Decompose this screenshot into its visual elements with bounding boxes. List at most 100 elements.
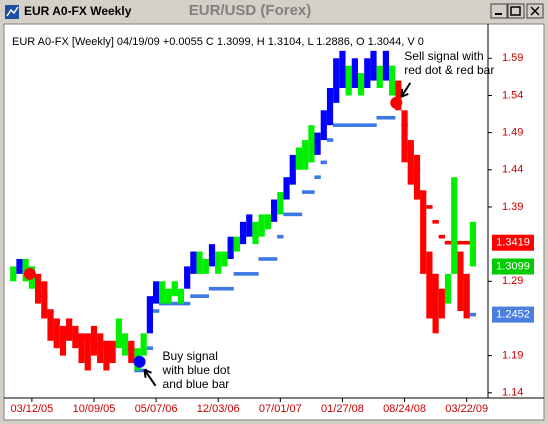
price-bar bbox=[233, 236, 240, 252]
price-bar bbox=[59, 325, 67, 356]
stop-dot bbox=[215, 286, 222, 291]
y-tick-label: 1.39 bbox=[502, 201, 523, 213]
price-bar bbox=[47, 311, 54, 341]
stop-dot bbox=[289, 212, 296, 217]
annotation-text: with blue dot bbox=[162, 363, 231, 377]
stop-dot bbox=[426, 205, 433, 209]
annotation-text: Buy signal bbox=[163, 349, 218, 363]
price-bar bbox=[395, 80, 402, 111]
stop-dot bbox=[183, 301, 191, 306]
price-bar bbox=[420, 192, 427, 274]
price-bar bbox=[438, 288, 445, 319]
stop-dot bbox=[196, 294, 203, 298]
x-tick-label: 10/09/05 bbox=[73, 403, 116, 415]
stop-dot bbox=[264, 257, 272, 261]
last-value-label: 1.3099 bbox=[496, 260, 530, 272]
signal-dot bbox=[390, 96, 403, 109]
price-bar bbox=[171, 281, 178, 297]
stop-dot bbox=[190, 294, 197, 298]
price-bar bbox=[457, 251, 464, 312]
stop-dot bbox=[270, 257, 278, 261]
price-bar bbox=[184, 266, 191, 289]
last-value-label: 1.2452 bbox=[496, 308, 530, 320]
x-tick-label: 01/27/08 bbox=[321, 403, 364, 415]
price-bar bbox=[177, 288, 185, 304]
x-tick-label: 03/12/05 bbox=[10, 403, 53, 415]
price-bar bbox=[401, 110, 408, 163]
stop-dot bbox=[258, 257, 265, 261]
x-tick-label: 08/24/08 bbox=[383, 403, 426, 415]
last-value-box bbox=[492, 258, 534, 275]
price-bar bbox=[413, 154, 421, 200]
stop-dot bbox=[444, 240, 452, 245]
title-bar bbox=[2, 2, 546, 22]
price-bar bbox=[364, 58, 371, 89]
price-bar bbox=[190, 251, 197, 274]
price-bar bbox=[103, 340, 110, 371]
app-icon-glyph bbox=[6, 6, 19, 17]
stop-dot bbox=[314, 175, 321, 180]
stop-dot bbox=[463, 240, 470, 245]
price-bar bbox=[277, 192, 284, 215]
x-tick-label: 05/07/06 bbox=[135, 403, 178, 415]
stop-dot bbox=[388, 115, 396, 120]
price-bar bbox=[146, 296, 153, 334]
price-bar bbox=[246, 214, 253, 237]
price-bar bbox=[34, 273, 42, 304]
price-bar bbox=[407, 140, 414, 185]
y-tick-label: 1.59 bbox=[502, 52, 523, 64]
stop-dot bbox=[345, 123, 352, 127]
price-bar bbox=[84, 333, 91, 371]
price-bar bbox=[389, 65, 396, 96]
stop-dot bbox=[382, 115, 390, 120]
stop-dot bbox=[146, 346, 154, 350]
stop-dot bbox=[246, 272, 253, 276]
price-bar bbox=[320, 110, 327, 141]
price-bar bbox=[326, 88, 334, 126]
stop-dot bbox=[339, 123, 346, 127]
last-value-box bbox=[492, 306, 534, 323]
price-bar bbox=[351, 58, 358, 89]
y-tick-label: 1.14 bbox=[502, 387, 523, 399]
price-bar bbox=[469, 221, 476, 267]
stop-dot bbox=[208, 286, 216, 291]
price-bar bbox=[463, 273, 470, 319]
price-bar bbox=[252, 221, 259, 245]
stop-dot bbox=[351, 123, 359, 127]
price-bar bbox=[109, 340, 116, 364]
stop-dot bbox=[370, 123, 377, 127]
price-bar bbox=[258, 214, 265, 237]
last-value-label: 1.3419 bbox=[496, 237, 530, 249]
stop-dot bbox=[364, 123, 371, 127]
plot: 1.14 1.19 1.29 1.39 1.44 1.49 1.54 1.59 03/12/05… bbox=[10, 49, 534, 415]
stop-dot bbox=[438, 234, 446, 239]
price-bar bbox=[196, 251, 203, 274]
price-bar bbox=[227, 236, 234, 259]
stop-dot bbox=[233, 272, 241, 276]
price-bar bbox=[333, 58, 340, 103]
annotation-arrow bbox=[143, 368, 157, 387]
price-bar bbox=[221, 251, 228, 267]
price-bar bbox=[370, 50, 377, 81]
price-bar bbox=[153, 281, 160, 304]
x-tick-label: 03/22/09 bbox=[445, 403, 488, 415]
price-bar bbox=[264, 214, 272, 230]
y-tick-label: 1.49 bbox=[502, 127, 523, 139]
price-bar bbox=[382, 50, 390, 81]
annotation-text: red dot & red bar bbox=[404, 63, 494, 77]
price-bar bbox=[159, 281, 166, 304]
price-bar bbox=[357, 73, 365, 96]
price-bar bbox=[308, 125, 315, 163]
signal-dot bbox=[133, 355, 146, 368]
price-bar bbox=[202, 258, 209, 274]
price-bar bbox=[128, 340, 135, 364]
chart-title: EUR/USD (Forex) bbox=[189, 2, 312, 19]
y-tick-label: 1.19 bbox=[502, 350, 523, 362]
minimize-button[interactable] bbox=[490, 3, 508, 19]
stop-dot bbox=[457, 240, 464, 245]
maximize-glyph bbox=[510, 6, 521, 16]
stop-dot bbox=[326, 138, 334, 142]
price-bar bbox=[345, 65, 352, 96]
stop-dot bbox=[221, 286, 228, 291]
window-title: EUR A0-FX Weekly bbox=[24, 4, 132, 18]
